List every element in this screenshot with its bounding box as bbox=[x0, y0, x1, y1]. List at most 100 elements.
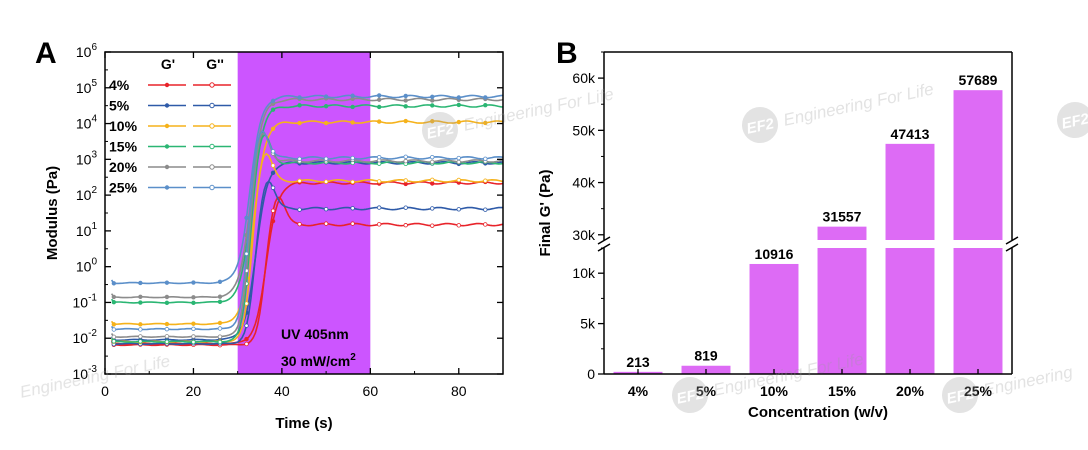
ytick-exponent: 4 bbox=[91, 114, 97, 125]
data-point bbox=[164, 334, 170, 339]
data-point bbox=[350, 93, 355, 98]
data-point bbox=[297, 120, 302, 126]
legend-marker-g-prime bbox=[164, 123, 170, 129]
curve-4pct-g-prime bbox=[110, 180, 504, 346]
data-point bbox=[111, 327, 117, 332]
data-point bbox=[270, 185, 276, 190]
data-point bbox=[403, 104, 408, 109]
data-point bbox=[138, 327, 143, 332]
xtick-label: 25% bbox=[964, 383, 993, 399]
ytick-base: 10 bbox=[73, 294, 89, 310]
data-point bbox=[323, 94, 329, 99]
data-point bbox=[323, 179, 329, 184]
data-point bbox=[376, 119, 382, 124]
data-point bbox=[270, 107, 276, 112]
data-point bbox=[456, 119, 461, 125]
legend-marker-g-prime bbox=[164, 164, 170, 170]
data-point bbox=[483, 222, 488, 227]
panel-a-ticks bbox=[104, 51, 503, 375]
ytick-exponent: 3 bbox=[91, 149, 97, 160]
data-point bbox=[244, 336, 249, 342]
watermark-logo-text: EF2 bbox=[1060, 110, 1088, 132]
data-point bbox=[191, 295, 196, 300]
data-point bbox=[138, 300, 143, 305]
legend-label: 10% bbox=[109, 118, 138, 134]
data-point bbox=[456, 159, 461, 165]
watermark-logo-icon bbox=[742, 107, 778, 143]
data-point bbox=[191, 326, 196, 331]
ytick-exponent: -1 bbox=[88, 292, 97, 303]
ytick-label: 106 bbox=[76, 42, 98, 60]
data-point bbox=[297, 221, 302, 227]
data-point bbox=[483, 207, 488, 212]
ytick-exponent: 5 bbox=[91, 78, 97, 89]
data-point bbox=[483, 156, 488, 161]
ytick-label: 50k bbox=[572, 122, 596, 138]
data-point bbox=[244, 251, 249, 257]
ytick-label: 103 bbox=[76, 149, 98, 167]
data-point bbox=[430, 94, 435, 100]
ytick-exponent: 1 bbox=[91, 221, 97, 232]
data-point bbox=[350, 221, 355, 226]
ytick-label: 30k bbox=[572, 227, 596, 243]
data-point bbox=[403, 118, 408, 124]
data-point bbox=[376, 205, 382, 210]
data-point bbox=[217, 294, 223, 299]
xtick-label: 20 bbox=[186, 383, 202, 399]
ytick-label: 10k bbox=[572, 265, 596, 281]
data-point bbox=[217, 299, 223, 304]
panel-b: B 0 5k 10k 30k 40k 50k 60k 4% 5% 10% 15% 20% 25% 21… bbox=[537, 37, 1019, 421]
xtick-label: 0 bbox=[101, 383, 109, 399]
data-point bbox=[217, 339, 223, 345]
bar-value-labels: 213 819 10916 31557 47413 57689 bbox=[626, 72, 997, 370]
data-point bbox=[297, 207, 302, 212]
data-point bbox=[430, 181, 435, 186]
legend-marker-g-prime bbox=[164, 82, 170, 88]
ytick-label: 104 bbox=[76, 114, 98, 132]
data-point bbox=[350, 104, 355, 110]
bar-value-label: 213 bbox=[626, 354, 650, 370]
data-point bbox=[138, 339, 143, 344]
data-point bbox=[270, 98, 276, 104]
data-point bbox=[376, 222, 382, 227]
bar-15pct bbox=[817, 226, 867, 374]
data-point bbox=[403, 223, 408, 228]
curve-25pct-g-double-prime bbox=[110, 130, 504, 331]
data-point bbox=[164, 339, 170, 344]
bar-20pct bbox=[885, 143, 935, 374]
ytick-base: 10 bbox=[76, 116, 92, 132]
legend-header-g-double-prime: G'' bbox=[206, 56, 224, 72]
data-point bbox=[323, 206, 329, 212]
bar-value-label: 47413 bbox=[891, 126, 930, 142]
data-point bbox=[430, 223, 435, 228]
axis-break-gap bbox=[605, 240, 1011, 248]
data-point bbox=[217, 334, 223, 339]
data-point bbox=[350, 155, 355, 161]
axis-break-mark bbox=[597, 236, 611, 245]
legend-marker-g-prime bbox=[164, 144, 170, 149]
data-point bbox=[483, 120, 488, 126]
curve-10pct-g-prime bbox=[110, 120, 504, 326]
xtick-label: 10% bbox=[760, 383, 789, 399]
watermark-logo-icon bbox=[1057, 102, 1088, 138]
data-point bbox=[270, 149, 276, 154]
data-point bbox=[456, 223, 461, 228]
data-point bbox=[244, 341, 249, 347]
data-point bbox=[111, 322, 117, 327]
data-point bbox=[350, 120, 355, 125]
data-point bbox=[403, 178, 408, 183]
data-point bbox=[164, 321, 170, 327]
data-point bbox=[456, 95, 461, 100]
ytick-base: 10 bbox=[76, 223, 92, 239]
bar-value-label: 819 bbox=[694, 348, 718, 364]
data-point bbox=[483, 95, 488, 100]
data-point bbox=[164, 326, 170, 332]
legend-marker-g-prime bbox=[164, 103, 170, 108]
ytick-base: 10 bbox=[76, 187, 92, 203]
xtick-label: 80 bbox=[451, 383, 467, 399]
data-point bbox=[323, 156, 329, 162]
data-point bbox=[138, 322, 143, 327]
ytick-label: 102 bbox=[76, 185, 98, 203]
xtick-label: 15% bbox=[828, 383, 857, 399]
xtick-label: 20% bbox=[896, 383, 925, 399]
